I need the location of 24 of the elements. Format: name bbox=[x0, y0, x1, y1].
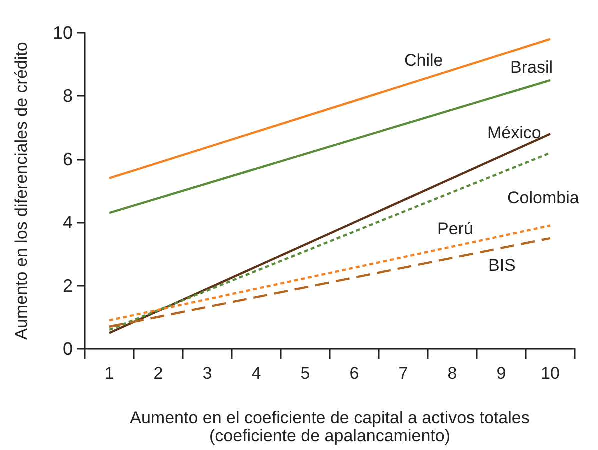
y-tick-label: 8 bbox=[62, 86, 73, 106]
series-label: Chile bbox=[404, 50, 444, 70]
x-tick-label: 6 bbox=[350, 364, 360, 383]
x-tick-label: 2 bbox=[154, 364, 164, 383]
y-tick-label: 10 bbox=[52, 23, 73, 43]
series-label: BIS bbox=[488, 256, 516, 275]
x-tick-label: 10 bbox=[541, 364, 560, 383]
y-tick-label: 6 bbox=[62, 149, 73, 170]
x-tick-label: 7 bbox=[398, 364, 408, 383]
y-tick-label: 2 bbox=[62, 276, 73, 296]
x-tick-label: 1 bbox=[104, 364, 114, 383]
x-tick-label: 5 bbox=[300, 364, 310, 383]
y-tick-label: 4 bbox=[62, 212, 73, 233]
series-label: Perú bbox=[438, 219, 474, 238]
x-tick-label: 3 bbox=[202, 364, 212, 383]
series-label: Colombia bbox=[508, 188, 580, 208]
series-label: México bbox=[488, 124, 542, 143]
x-axis-title: Aumento en el coeficiente de capital a activos totales (coeficiente de apalancamiento) bbox=[130, 408, 530, 446]
series-label: Brasil bbox=[510, 58, 554, 77]
y-tick-label: 0 bbox=[62, 339, 73, 359]
x-tick-label: 9 bbox=[496, 364, 506, 383]
x-tick-label: 8 bbox=[448, 364, 458, 383]
x-tick-label: 4 bbox=[252, 364, 262, 383]
y-axis-title: Aumento en los diferenciales de crédito bbox=[12, 42, 31, 340]
